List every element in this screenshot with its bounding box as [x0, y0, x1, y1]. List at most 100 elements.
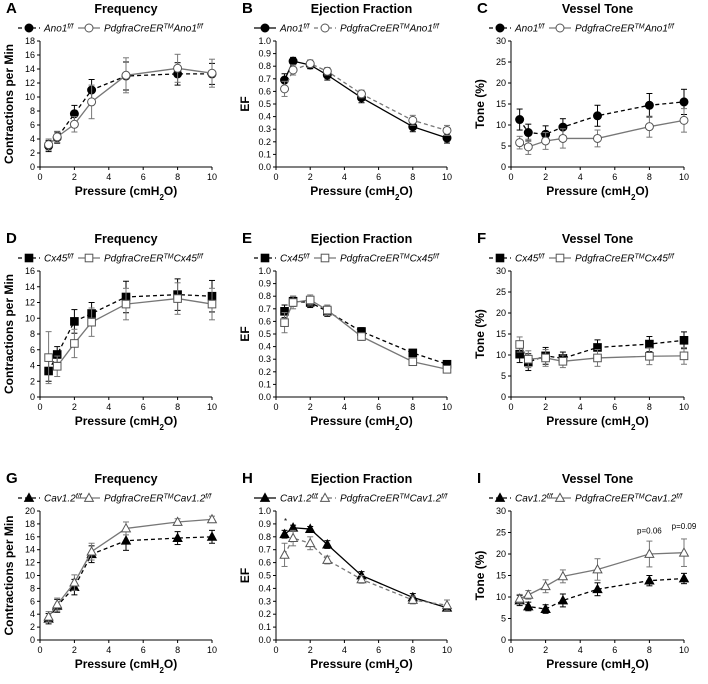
- legend-marker: [260, 23, 270, 33]
- data-point: [172, 532, 183, 542]
- y-tick-label: 0.1: [258, 379, 271, 389]
- data-point: [644, 575, 655, 585]
- y-tick-label: 12: [25, 298, 35, 308]
- y-tick-label: 0.2: [258, 137, 271, 147]
- data-point: [69, 119, 79, 129]
- series-knockout: [514, 538, 690, 604]
- x-tick-label: 2: [308, 645, 313, 655]
- data-point: [678, 572, 690, 583]
- x-tick-label: 4: [342, 172, 347, 182]
- panel-letter: E: [242, 230, 252, 247]
- chart-title: Ejection Fraction: [311, 2, 412, 16]
- chart-title: Vessel Tone: [562, 472, 633, 486]
- y-tick-label: 8: [30, 329, 35, 339]
- x-tick-label: 8: [175, 402, 180, 412]
- x-tick-label: 10: [207, 645, 217, 655]
- panel-I: I Vessel Tone Cav1.2f/f PdgfraCreERTMCav1.2…: [473, 470, 697, 675]
- x-axis-label: Pressure (cmH2O): [75, 184, 178, 202]
- data-point: [523, 142, 533, 152]
- data-point: [592, 563, 603, 574]
- x-tick-label: 6: [376, 172, 381, 182]
- y-tick-label: 10: [496, 120, 506, 130]
- x-tick-label: 8: [410, 172, 415, 182]
- y-tick-label: 15: [496, 99, 506, 109]
- y-tick-label: 0.9: [258, 279, 271, 289]
- x-tick-label: 10: [442, 402, 452, 412]
- data-point: [408, 348, 418, 358]
- x-tick-label: 8: [175, 172, 180, 182]
- data-point: [558, 357, 568, 366]
- data-point: [540, 580, 551, 591]
- panel-letter: D: [6, 230, 17, 247]
- y-tick-label: 0.2: [258, 609, 271, 619]
- x-tick-label: 0: [508, 172, 513, 182]
- data-point: [280, 318, 289, 327]
- data-point: [593, 111, 602, 121]
- panel-D: D Frequency Cx45f/f PdgfraCreERTMCx45f/f 0 2 4…: [2, 230, 217, 432]
- chart-title: Ejection Fraction: [311, 232, 412, 246]
- panel-C: C Vessel Tone Ano1f/f PdgfraCreERTMAno1f/f 0…: [473, 0, 689, 202]
- y-tick-label: 18: [25, 519, 35, 529]
- chart-title: Vessel Tone: [562, 232, 633, 246]
- y-tick-label: 14: [25, 282, 35, 292]
- y-tick-label: 0.8: [258, 291, 271, 301]
- y-axis-label: EF: [238, 568, 252, 583]
- data-point: [515, 340, 524, 349]
- series-control: [279, 522, 453, 612]
- series-line: [48, 297, 213, 368]
- x-tick-label: 0: [37, 172, 42, 182]
- y-tick-label: 10: [496, 350, 506, 360]
- data-point: [540, 603, 551, 613]
- series-knockout: [515, 336, 689, 369]
- panel-G: G Frequency Cav1.2f/f PdgfraCreERTMCav1.2f/…: [2, 470, 218, 675]
- x-tick-label: 4: [578, 645, 583, 655]
- data-point: [523, 128, 533, 138]
- panel-letter: F: [477, 230, 486, 247]
- y-tick-label: 14: [25, 545, 35, 555]
- x-tick-label: 6: [141, 402, 146, 412]
- series-knockout: [515, 108, 689, 155]
- x-tick-label: 0: [273, 172, 278, 182]
- data-point: [524, 354, 533, 364]
- p-value-label: p=0.06: [637, 526, 662, 535]
- data-point: [442, 364, 452, 374]
- data-point: [644, 548, 655, 558]
- legend-marker: [83, 492, 95, 502]
- y-tick-label: 4: [30, 609, 35, 619]
- y-tick-label: 6: [30, 345, 35, 355]
- y-tick-label: 0.6: [258, 86, 271, 96]
- y-tick-label: 0.8: [258, 532, 271, 542]
- y-tick-label: 1.0: [258, 36, 271, 46]
- x-tick-label: 10: [679, 172, 689, 182]
- y-tick-label: 0.5: [258, 329, 271, 339]
- data-point: [207, 68, 217, 78]
- y-tick-label: 20: [496, 549, 506, 559]
- data-point: [593, 353, 602, 363]
- x-tick-label: 8: [410, 402, 415, 412]
- x-tick-label: 2: [308, 402, 313, 412]
- y-tick-label: 25: [496, 528, 506, 538]
- data-point: [514, 593, 525, 603]
- legend-label: PdgfraCreERTMCx45f/f: [340, 253, 440, 265]
- y-axis-label: Contractions per Min: [2, 515, 16, 635]
- series-knockout: [280, 294, 452, 374]
- data-point: [44, 353, 53, 362]
- data-point: [441, 599, 453, 610]
- data-point: [87, 317, 96, 327]
- x-tick-label: 10: [207, 172, 217, 182]
- data-point: [515, 115, 525, 125]
- data-point: [69, 576, 80, 587]
- legend-label: Ano1f/f: [514, 23, 545, 35]
- data-point: [357, 89, 366, 99]
- x-axis-label: Pressure (cmH2O): [75, 414, 178, 432]
- data-point: [541, 136, 551, 146]
- y-tick-label: 1.0: [258, 506, 271, 516]
- y-axis-label: EF: [238, 326, 252, 341]
- chart-title: Frequency: [94, 472, 157, 486]
- x-tick-label: 4: [578, 172, 583, 182]
- legend: Cav1.2f/f PdgfraCreERTMCav1.2f/f: [489, 492, 683, 505]
- series-line: [283, 60, 448, 139]
- x-tick-label: 8: [647, 402, 652, 412]
- y-tick-label: 0.6: [258, 558, 271, 568]
